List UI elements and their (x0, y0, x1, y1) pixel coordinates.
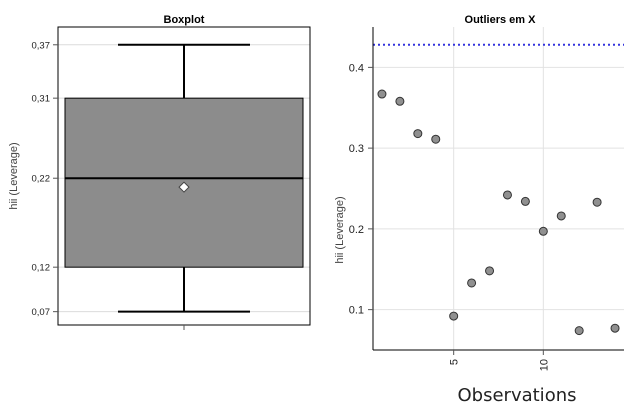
boxplot-body (64, 43, 304, 313)
scatter-x-label: Observations (458, 385, 577, 406)
scatter-point (413, 129, 423, 139)
scatter-point (485, 266, 495, 276)
scatter-point (431, 134, 441, 144)
scatter-x-tick-label: 5 (449, 359, 461, 365)
scatter-point (520, 196, 530, 206)
scatter-y-tick-label: 0.3 (349, 143, 364, 155)
boxplot-y-tick-label: 0,07 (32, 307, 51, 318)
scatter-grid (373, 27, 624, 350)
scatter-y-tick-label: 0.1 (349, 305, 364, 317)
scatter-point (574, 326, 584, 336)
scatter-point (502, 190, 512, 200)
scatter-x-tick-label: 10 (538, 359, 550, 371)
scatter-point (592, 197, 602, 207)
scatter-y-tick-label: 0.4 (349, 62, 364, 74)
boxplot-panel: Boxplot 0,07 0,12 0,22 0,31 0,37 hii (Levera… (8, 14, 311, 330)
boxplot-y-axis: 0,07 0,12 0,22 0,31 0,37 (32, 40, 58, 318)
scatter-points (377, 89, 620, 336)
scatter-x-axis: 5 10 (449, 350, 550, 371)
boxplot-title: Boxplot (164, 14, 205, 26)
boxplot-box (64, 97, 304, 268)
scatter-point (538, 226, 548, 236)
scatter-point (610, 323, 620, 333)
boxplot-y-tick-label: 0,31 (32, 94, 51, 105)
scatter-y-label: hii (Leverage) (334, 196, 346, 263)
boxplot-mean-marker (178, 181, 190, 193)
scatter-y-tick-label: 0.2 (349, 224, 364, 236)
scatter-point (377, 89, 387, 99)
scatter-point (395, 96, 405, 106)
scatter-y-axis: 0.1 0.2 0.3 0.4 (349, 62, 373, 317)
boxplot-y-tick-label: 0,22 (32, 174, 51, 185)
boxplot-y-tick-label: 0,12 (32, 263, 51, 274)
scatter-point (556, 211, 566, 221)
scatter-point (467, 278, 477, 288)
scatter-panel: Outliers em X 0.1 0.2 0.3 0.4 5 10 hii (Leve… (334, 14, 624, 406)
scatter-point (449, 311, 459, 321)
scatter-title: Outliers em X (465, 14, 537, 26)
boxplot-y-label: hii (Leverage) (8, 142, 20, 209)
boxplot-y-tick-label: 0,37 (32, 40, 51, 51)
